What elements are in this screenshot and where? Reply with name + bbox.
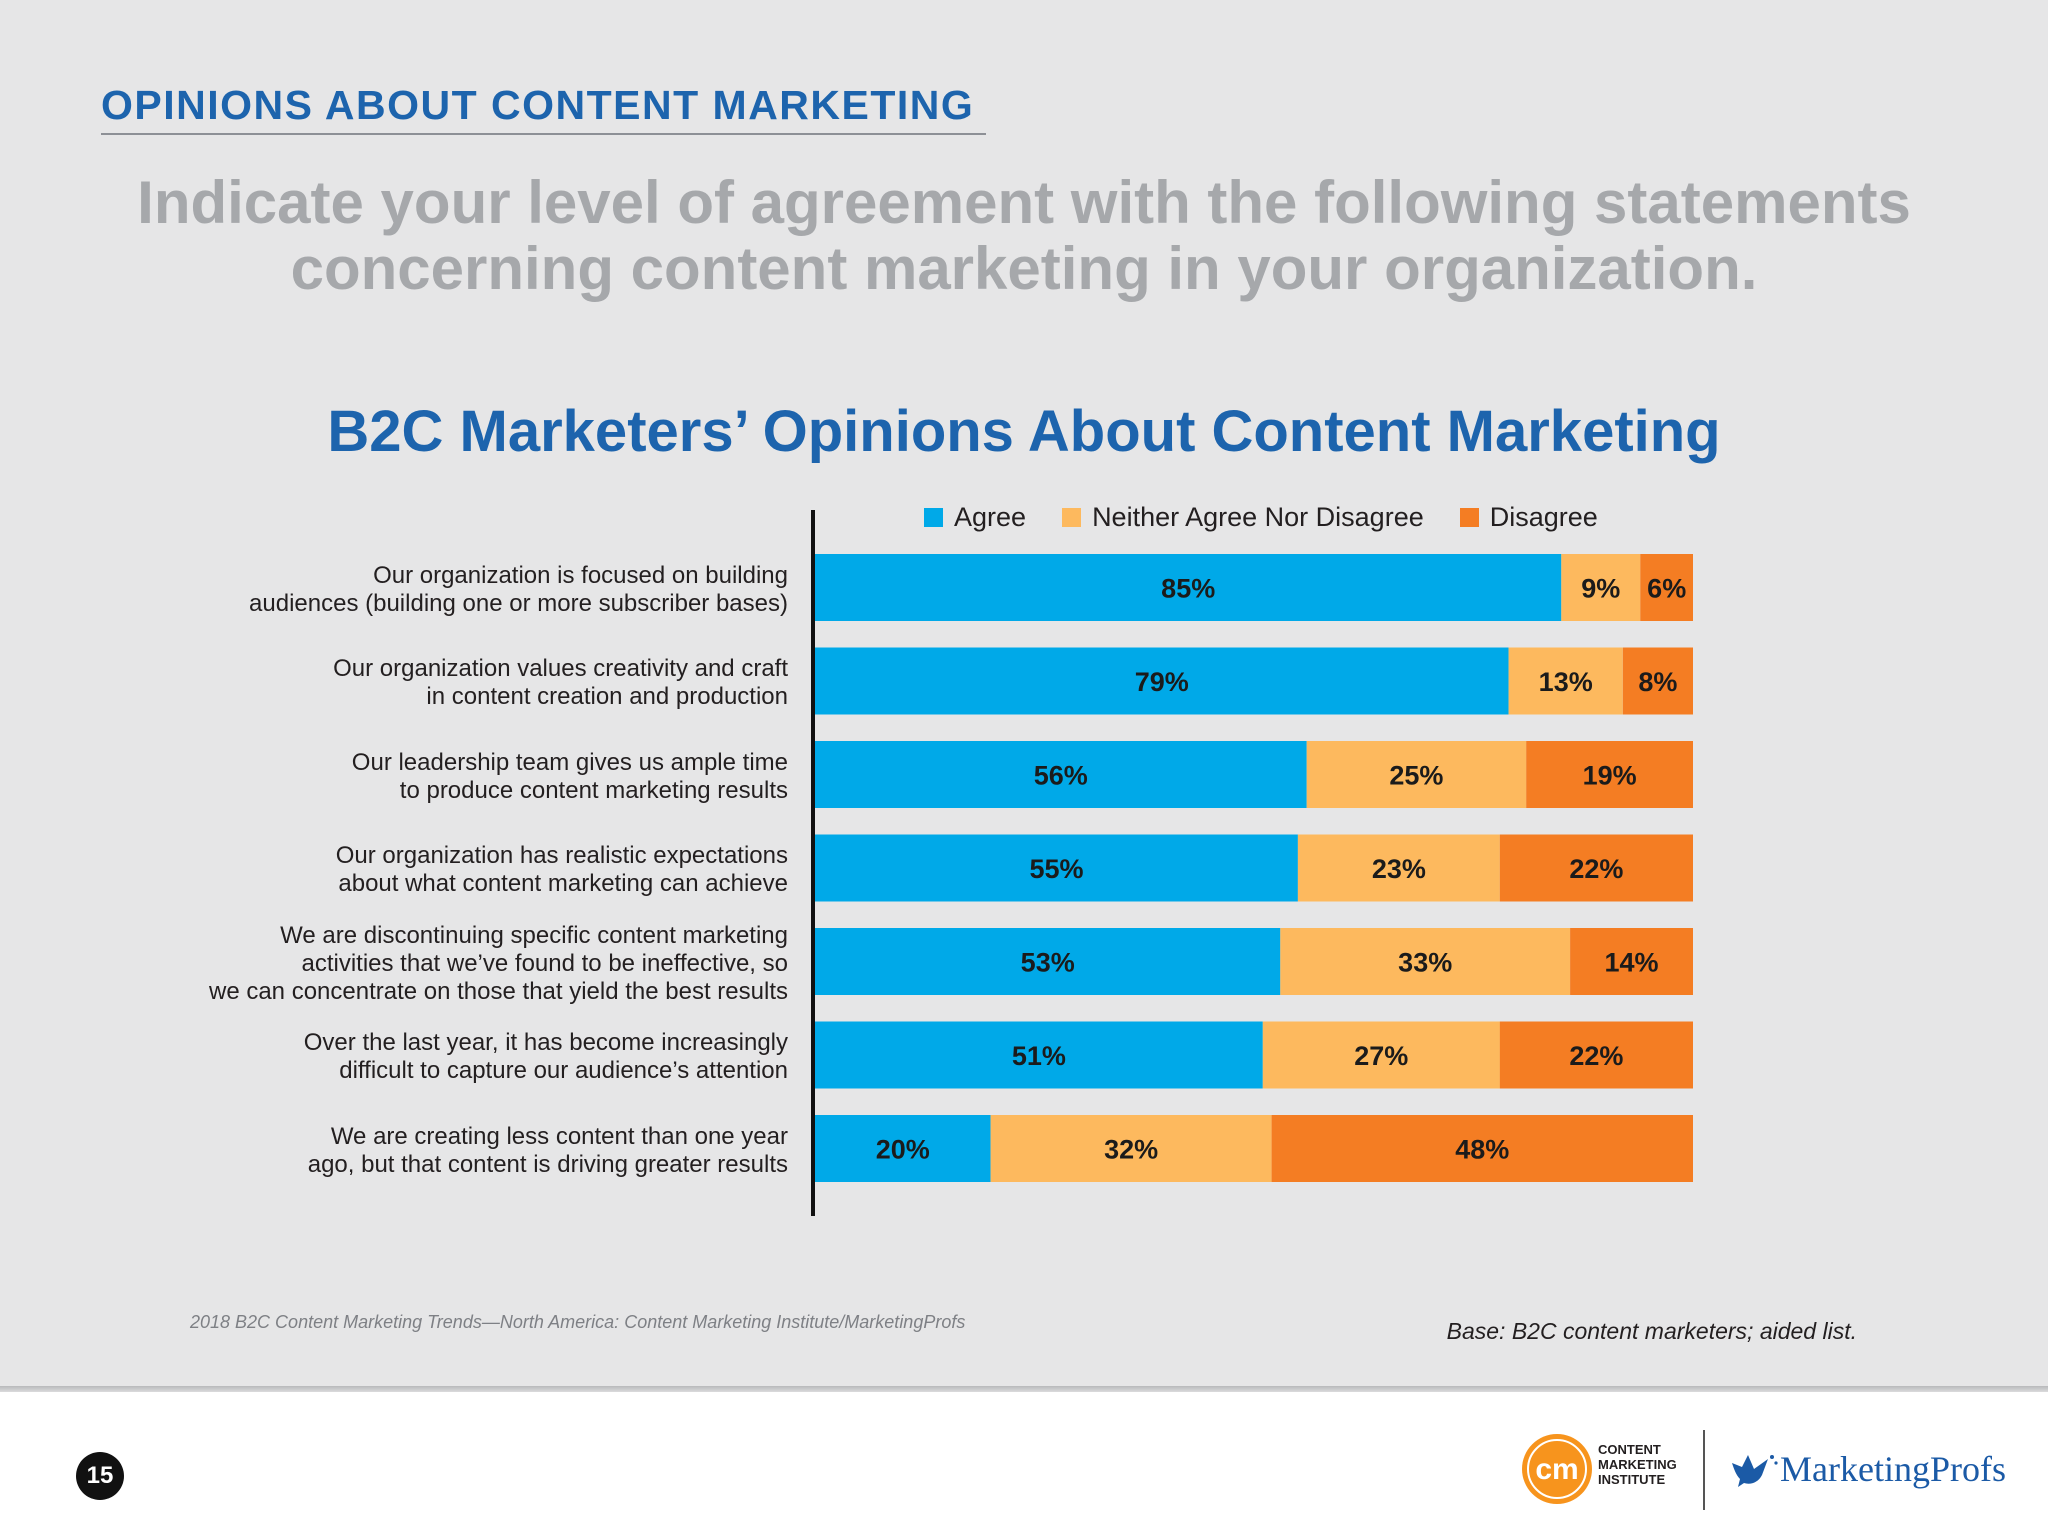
data-label-agree: 56% [1034,761,1088,791]
category-label-line: We are discontinuing specific content ma… [280,921,788,949]
bar-neither [1306,741,1527,808]
bar-neither [1262,1021,1500,1089]
category-label: Our leadership team gives us ample time t… [148,749,788,805]
section-divider [101,133,986,135]
legend-swatch-agree [924,507,943,527]
data-label-neither: 25% [1389,761,1443,791]
category-label: Our organization is focused on building a… [148,562,788,618]
legend-label-agree: Agree [954,501,1027,532]
data-label-agree: 55% [1029,854,1083,884]
data-label-disagree: 8% [1638,667,1677,697]
category-label: Our organization values creativity and c… [148,655,788,711]
data-label-neither: 23% [1372,854,1426,884]
survey-question-line-2: concerning content marketing in your org… [290,235,1758,302]
category-label-line: we can concentrate on those that yield t… [208,977,788,1005]
bird-icon [1732,1455,1778,1487]
category-label-line: Our organization values creativity and c… [333,655,788,682]
category-label-line: activities that we’ve found to be ineffe… [301,949,788,977]
bar-disagree [1526,741,1693,808]
category-label: Over the last year, it has become increa… [148,1029,788,1085]
bar-disagree [1622,647,1693,715]
category-label-line: about what content marketing can achieve [338,870,788,897]
cmi-logo-line: MARKETING [1598,1457,1677,1472]
bar-disagree [1640,554,1693,621]
marketingprofs-wordmark: MarketingProfs [1780,1449,2006,1489]
data-label-disagree: 22% [1569,854,1623,884]
bar-agree [815,647,1509,715]
legend-label-disagree: Disagree [1489,501,1598,532]
data-label-disagree: 6% [1647,574,1686,604]
cmi-logo-icon: cm [1522,1434,1592,1504]
category-label-line: to produce content marketing results [399,776,788,804]
data-label-disagree: 14% [1604,948,1658,978]
logo-divider [1703,1430,1705,1510]
chart-legend: Agree Neither Agree Nor Disagree Disagre… [924,500,1634,534]
page-number-badge: 15 [76,1452,124,1500]
bar-disagree [1271,1115,1693,1182]
data-label-neither: 33% [1398,948,1452,978]
source-citation: 2018 B2C Content Marketing Trends—North … [190,1312,966,1332]
data-label-neither: 13% [1539,667,1593,697]
page-footer [0,1392,2048,1536]
data-label-neither: 9% [1581,574,1620,604]
bar-neither [1508,647,1623,715]
data-label-disagree: 22% [1569,1041,1623,1071]
bar-disagree [1570,928,1693,995]
category-label-line: We are creating less content than one ye… [330,1122,788,1150]
data-label-disagree: 19% [1583,761,1637,791]
marketingprofs-logo: MarketingProfs [1728,1448,2006,1490]
category-label-line: Over the last year, it has become increa… [303,1029,788,1056]
bar-neither [1561,554,1641,621]
survey-question: Indicate your level of agreement with th… [100,170,1948,302]
legend-label-neither: Neither Agree Nor Disagree [1092,501,1424,532]
bar-neither [990,1115,1272,1182]
bar-agree [815,741,1307,808]
data-label-agree: 20% [876,1135,930,1165]
base-note: Base: B2C content marketers; aided list. [1446,1318,1857,1344]
bar-disagree [1499,834,1693,902]
data-label-agree: 79% [1135,667,1189,697]
bar-agree [815,928,1281,995]
legend-item-disagree: Disagree [1459,501,1598,533]
legend-item-agree: Agree [924,502,1026,533]
bar-neither [1280,928,1570,995]
bar-agree [815,554,1562,621]
legend-swatch-disagree [1459,507,1479,527]
category-label-line: ago, but that content is driving greater… [307,1150,788,1178]
category-label: We are discontinuing specific content ma… [148,922,788,1006]
data-label-disagree: 48% [1455,1135,1509,1165]
bar-neither [1297,834,1500,902]
category-label-line: audiences (building one or more subscrib… [249,589,788,617]
data-label-neither: 32% [1104,1135,1158,1165]
category-label-line: Our leadership team gives us ample time [351,748,788,776]
cmi-logo-line: INSTITUTE [1598,1472,1666,1487]
category-label-line: Our organization has realistic expectati… [335,842,788,869]
cmi-logo-text: CONTENT MARKETING INSTITUTE [1598,1442,1677,1487]
data-label-neither: 27% [1354,1041,1408,1071]
chart-title: B2C Marketers’ Opinions About Content Ma… [327,399,1721,464]
chart-axis-line [811,510,815,1216]
category-label: Our organization has realistic expectati… [148,842,788,898]
legend-item-neither: Neither Agree Nor Disagree [1062,502,1424,533]
cmi-logo-line: CONTENT [1598,1442,1661,1457]
bar-agree [815,1115,991,1182]
legend-swatch-neither [1062,507,1082,527]
bar-agree [815,834,1298,902]
section-title: OPINIONS ABOUT CONTENT MARKETING [101,82,975,128]
category-label-line: difficult to capture our audience’s atte… [339,1057,788,1084]
cmi-logo-mark: cm [1535,1453,1578,1486]
category-label-line: in content creation and production [426,683,788,710]
data-label-agree: 51% [1012,1041,1066,1071]
survey-question-line-1: Indicate your level of agreement with th… [137,169,1911,236]
data-label-agree: 85% [1161,574,1215,604]
category-label: We are creating less content than one ye… [148,1123,788,1179]
data-label-agree: 53% [1021,948,1075,978]
bar-disagree [1499,1021,1693,1089]
category-label-line: Our organization is focused on building [373,561,788,589]
bar-agree [815,1021,1263,1089]
footer-shadow [0,1386,2048,1394]
